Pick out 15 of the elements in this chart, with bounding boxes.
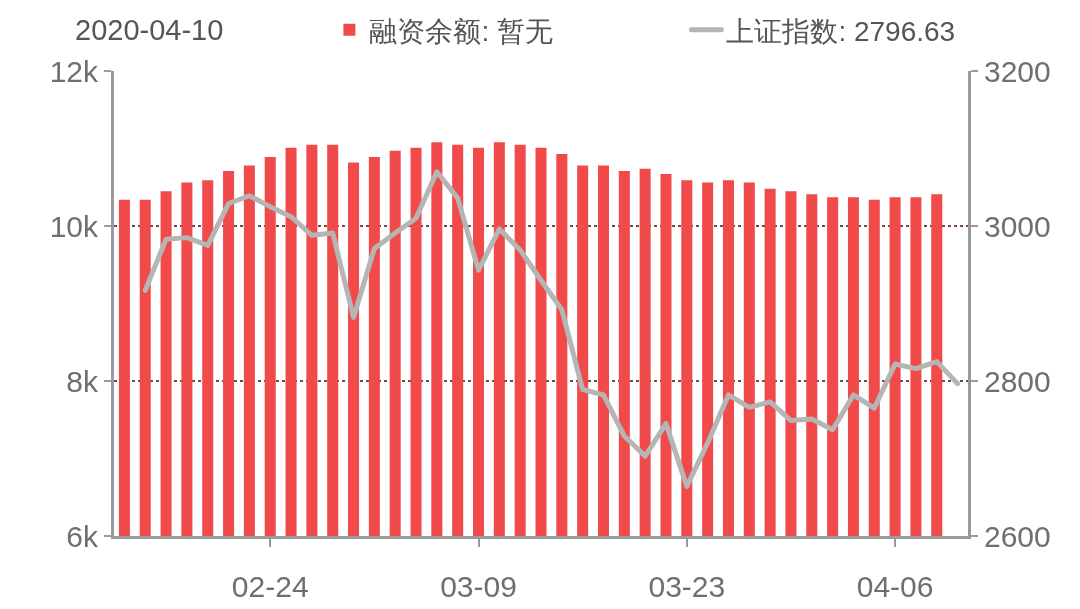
y2-tick-label: 3000 xyxy=(984,209,1051,243)
x-tick-label: 02-24 xyxy=(231,570,309,603)
legend-label: 融资余额: 暂无 xyxy=(369,15,553,47)
chart-title: 2020-04-10 xyxy=(75,14,224,47)
x-tick-label: 03-23 xyxy=(648,570,726,603)
y-tick-label: 8k xyxy=(66,364,99,398)
y-tick-label: 10k xyxy=(49,209,99,243)
x-tick-label: 03-09 xyxy=(440,570,517,603)
x-tick-label: 04-06 xyxy=(856,570,934,603)
y-tick-label: 6k xyxy=(66,519,99,553)
y-tick-label: 12k xyxy=(49,54,99,88)
y2-tick-label: 3200 xyxy=(984,54,1051,88)
y2-tick-label: 2600 xyxy=(984,519,1051,553)
legend-label: 上证指数: 2796.63 xyxy=(726,15,956,47)
y2-tick-label: 2800 xyxy=(984,364,1051,398)
